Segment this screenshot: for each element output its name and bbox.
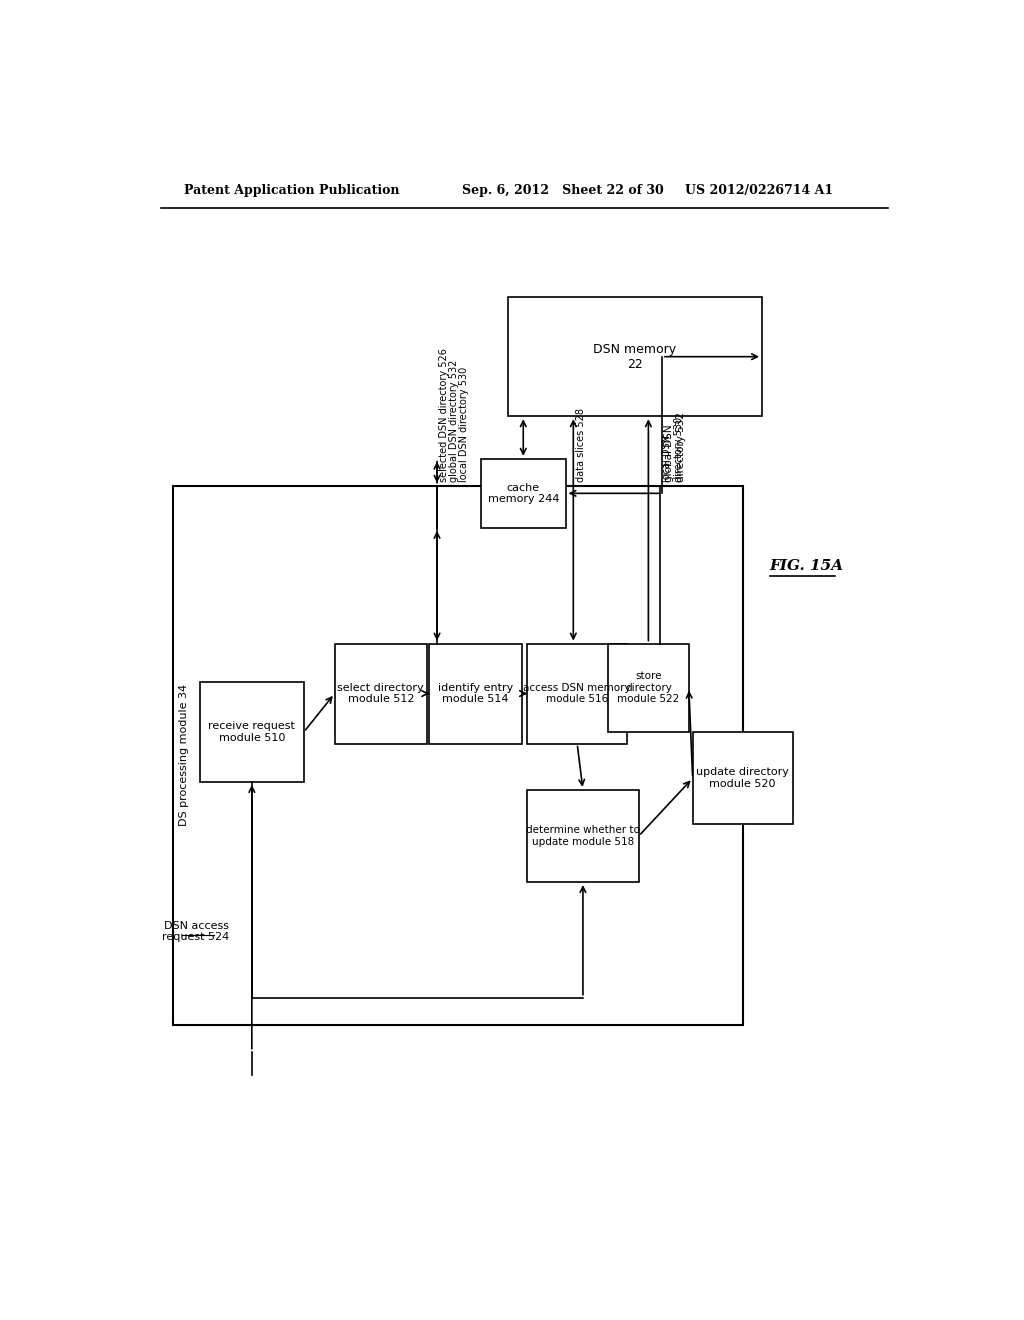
Text: DS processing module 34: DS processing module 34 [179,684,188,826]
Text: DSN access
request 524: DSN access request 524 [163,921,229,942]
Text: global DSN
directory 532: global DSN directory 532 [665,412,686,482]
Text: update directory
module 520: update directory module 520 [696,767,790,789]
Text: FIG. 15A: FIG. 15A [770,560,844,573]
Text: determine whether to
update module 518: determine whether to update module 518 [526,825,640,847]
Bar [335,644,427,743]
Text: local DSN directory 530: local DSN directory 530 [459,367,469,482]
Text: global DSN directory 532: global DSN directory 532 [449,359,459,482]
Bar [481,459,565,528]
Bar [429,644,521,743]
Bar [173,486,742,1024]
Text: Patent Application Publication: Patent Application Publication [184,185,400,197]
Text: receive request
module 510: receive request module 510 [209,721,295,743]
Text: identify entry
module 514: identify entry module 514 [438,682,513,705]
Bar [508,297,762,416]
Bar [608,644,689,733]
Text: local DSN
directory 530: local DSN directory 530 [663,417,684,482]
Text: data slices 528: data slices 528 [575,408,586,482]
Text: cache
memory 244: cache memory 244 [487,483,559,504]
Text: DSN memory
22: DSN memory 22 [593,343,677,371]
Text: select directory
module 512: select directory module 512 [338,682,424,705]
Bar [527,789,639,882]
Bar [200,682,304,781]
Text: access DSN memory
module 516: access DSN memory module 516 [523,682,631,705]
Bar [527,644,628,743]
Text: store
directory
module 522: store directory module 522 [617,671,680,705]
Text: US 2012/0226714 A1: US 2012/0226714 A1 [685,185,834,197]
Bar [692,733,793,825]
Text: selected DSN directory 526: selected DSN directory 526 [439,348,450,482]
Text: Sep. 6, 2012   Sheet 22 of 30: Sep. 6, 2012 Sheet 22 of 30 [462,185,664,197]
